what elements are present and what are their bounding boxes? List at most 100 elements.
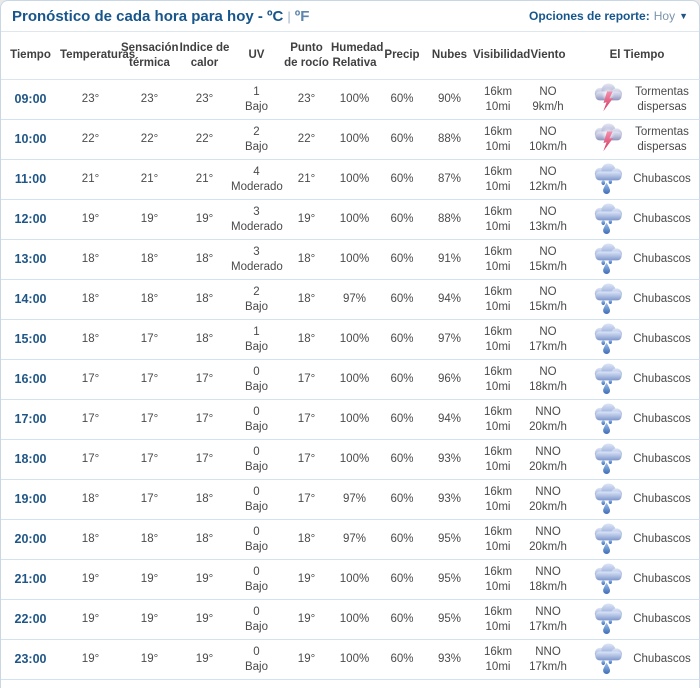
precip-cell: 60% [378, 79, 426, 120]
uv-level: Bajo [244, 660, 269, 673]
col-header-tiempo: Tiempo [1, 32, 60, 80]
uv-level: Bajo [244, 500, 269, 513]
uv-value: 0 [253, 605, 260, 618]
visibility-mi: 10mi [485, 220, 511, 233]
time-link[interactable]: 19:00 [1, 479, 60, 520]
dew-point-cell: 21° [282, 159, 331, 200]
report-options-dropdown[interactable]: Opciones de reporte: Hoy ▼ [529, 9, 688, 23]
forecast-row: 21:00 19° 19° 19° 0 Bajo 19° 100% 60% 95… [1, 559, 700, 600]
chevron-down-icon: ▼ [679, 10, 688, 21]
col-header-uv: UV [231, 32, 282, 80]
visibility-mi: 10mi [485, 180, 511, 193]
visibility-km: 16km [483, 205, 513, 218]
time-link[interactable]: 16:00 [1, 359, 60, 400]
clouds-cell: 88% [426, 119, 473, 160]
precip-cell: 60% [378, 559, 426, 600]
uv-level: Bajo [244, 340, 269, 353]
time-link[interactable]: 23:00 [1, 639, 60, 680]
wind-speed: 20km/h [529, 500, 567, 513]
feels-like-cell: 19° [121, 559, 178, 600]
condition-label: Chubascos [633, 493, 691, 506]
temperature-cell: 17° [60, 439, 121, 480]
time-link[interactable]: 20:00 [1, 519, 60, 560]
weather-cell: Chubascos [573, 599, 700, 640]
forecast-tbody: 09:00 23° 23° 23° 1 Bajo 23° 100% 60% 90… [1, 79, 700, 680]
temperature-cell: 18° [60, 279, 121, 320]
visibility-mi: 10mi [485, 580, 511, 593]
uv-level: Bajo [244, 580, 269, 593]
visibility-cell: 16km 10mi [473, 159, 523, 200]
precip-cell: 60% [378, 319, 426, 360]
weather-cell: Tormentas dispersas [573, 119, 700, 160]
weather-cell: Chubascos [573, 319, 700, 360]
col-header-indice: Indice de calor [178, 32, 231, 80]
condition-label: Chubascos [633, 293, 691, 306]
precip-cell: 60% [378, 439, 426, 480]
wind-direction: NO [539, 85, 557, 98]
wind-speed: 17km/h [529, 620, 567, 633]
time-link[interactable]: 21:00 [1, 559, 60, 600]
visibility-mi: 10mi [485, 620, 511, 633]
weather-cell: Chubascos [573, 159, 700, 200]
time-link[interactable]: 10:00 [1, 119, 60, 160]
wind-direction: NO [539, 245, 557, 258]
feels-like-cell: 17° [121, 319, 178, 360]
condition-label: Chubascos [633, 453, 691, 466]
humidity-cell: 100% [331, 599, 378, 640]
condition-label: Chubascos [633, 613, 691, 626]
time-link[interactable]: 15:00 [1, 319, 60, 360]
forecast-row: 20:00 18° 18° 18° 0 Bajo 18° 97% 60% 95%… [1, 519, 700, 560]
time-link[interactable]: 22:00 [1, 599, 60, 640]
feels-like-cell: 19° [121, 199, 178, 240]
uv-value: 1 [253, 85, 260, 98]
clouds-cell: 95% [426, 519, 473, 560]
forecast-row: 19:00 18° 17° 18° 0 Bajo 17° 97% 60% 93%… [1, 479, 700, 520]
visibility-cell: 16km 10mi [473, 639, 523, 680]
condition-label: Chubascos [633, 373, 691, 386]
humidity-cell: 100% [331, 559, 378, 600]
uv-value: 3 [253, 245, 260, 258]
wind-direction: NNO [535, 565, 561, 578]
time-link[interactable]: 09:00 [1, 79, 60, 120]
uv-value: 0 [253, 405, 260, 418]
col-header-punto-rocio: Punto de rocío [282, 32, 331, 80]
hourly-forecast-table: Tiempo Temperaturas Sensación térmica In… [1, 32, 700, 680]
col-header-humedad: Humedad Relativa [331, 32, 383, 80]
visibility-km: 16km [483, 285, 513, 298]
fahrenheit-link[interactable]: ºF [294, 7, 310, 25]
time-link[interactable]: 14:00 [1, 279, 60, 320]
visibility-cell: 16km 10mi [473, 599, 523, 640]
report-options-label: Opciones de reporte: [529, 9, 650, 23]
heat-index-cell: 19° [178, 559, 231, 600]
wind-direction: NO [539, 325, 557, 338]
time-link[interactable]: 17:00 [1, 399, 60, 440]
humidity-cell: 97% [331, 479, 378, 520]
precip-cell: 60% [378, 359, 426, 400]
uv-cell: 0 Bajo [231, 639, 282, 680]
time-link[interactable]: 12:00 [1, 199, 60, 240]
heat-index-cell: 17° [178, 439, 231, 480]
wind-direction: NNO [535, 525, 561, 538]
uv-cell: 0 Bajo [231, 359, 282, 400]
time-link[interactable]: 18:00 [1, 439, 60, 480]
dew-point-cell: 19° [282, 599, 331, 640]
wind-speed: 18km/h [529, 380, 567, 393]
dew-point-cell: 23° [282, 79, 331, 120]
forecast-row: 11:00 21° 21° 21° 4 Moderado 21° 100% 60… [1, 159, 700, 200]
weather-cell: Chubascos [573, 439, 700, 480]
uv-value: 0 [253, 525, 260, 538]
visibility-mi: 10mi [485, 500, 511, 513]
time-link[interactable]: 11:00 [1, 159, 60, 200]
rain-shower-icon [591, 243, 627, 276]
uv-value: 1 [253, 325, 260, 338]
forecast-row: 16:00 17° 17° 17° 0 Bajo 17° 100% 60% 96… [1, 359, 700, 400]
uv-level: Bajo [244, 300, 269, 313]
uv-value: 0 [253, 565, 260, 578]
heat-index-cell: 19° [178, 599, 231, 640]
temperature-cell: 19° [60, 559, 121, 600]
uv-cell: 2 Bajo [231, 279, 282, 320]
time-link[interactable]: 13:00 [1, 239, 60, 280]
feels-like-cell: 17° [121, 399, 178, 440]
visibility-cell: 16km 10mi [473, 439, 523, 480]
